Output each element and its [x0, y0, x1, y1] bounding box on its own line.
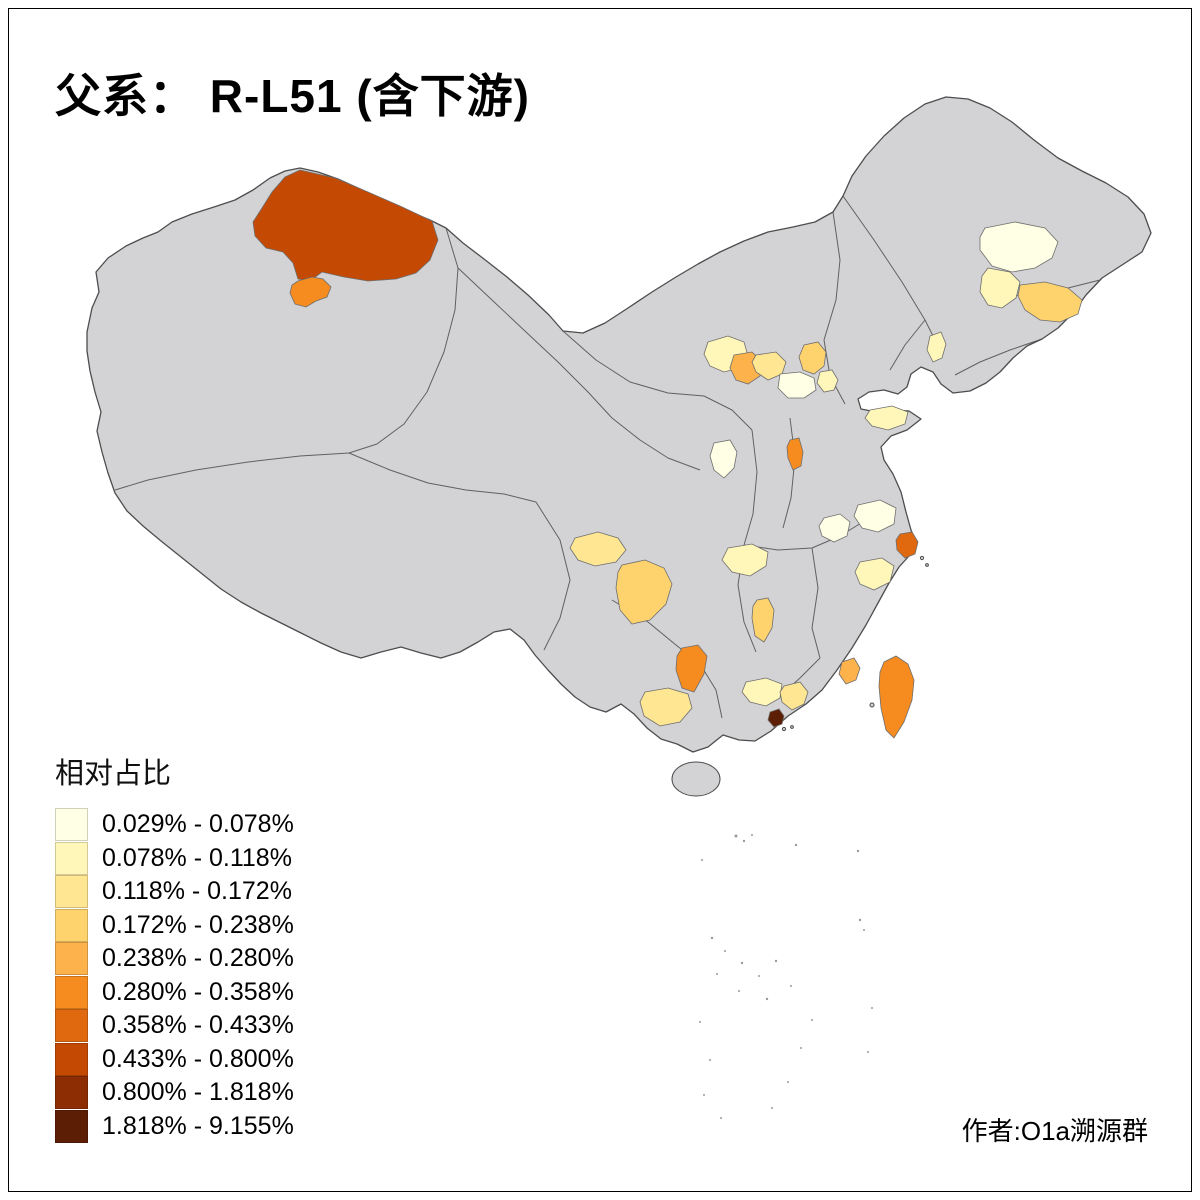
- legend-row: 0.238% - 0.280%: [55, 942, 294, 976]
- legend-label: 0.433% - 0.800%: [102, 1044, 294, 1073]
- map-region-highlight-12: [786, 437, 804, 471]
- map-region-highlight-14: [864, 405, 909, 431]
- legend-swatch: [55, 908, 88, 942]
- map-region-highlight-17: [854, 557, 895, 591]
- map-region-highlight-5: [1017, 281, 1083, 323]
- legend-swatch: [55, 975, 88, 1009]
- legend-swatch: [55, 1009, 88, 1043]
- legend-swatch: [55, 942, 88, 976]
- legend-label: 1.818% - 9.155%: [102, 1111, 294, 1140]
- legend-row: 0.078% - 0.118%: [55, 841, 294, 876]
- china-base-outline: [86, 96, 1152, 753]
- map-region-highlight-21: [721, 543, 769, 577]
- legend-swatch: [55, 875, 88, 909]
- legend-row: 0.172% - 0.238%: [55, 908, 294, 943]
- map-region-highlight-13: [709, 439, 738, 479]
- map-region-highlight-28: [838, 657, 861, 685]
- hainan-island: [671, 761, 721, 797]
- legend-label: 0.172% - 0.238%: [102, 910, 294, 939]
- legend-row: 0.433% - 0.800%: [55, 1042, 294, 1077]
- legend-swatch: [55, 808, 88, 842]
- legend-swatch: [55, 1076, 88, 1110]
- map-region-highlight-15: [853, 499, 897, 533]
- legend-rows: 0.029% - 0.078% 0.078% - 0.118% 0.118% - 0…: [55, 808, 294, 1143]
- legend-row: 0.280% - 0.358%: [55, 975, 294, 1010]
- map-region-highlight-29: [878, 655, 915, 739]
- legend-swatch: [55, 1109, 88, 1143]
- legend-label: 0.800% - 1.818%: [102, 1078, 294, 1107]
- south-china-sea-islets: [699, 834, 873, 1119]
- legend-label: 0.078% - 0.118%: [102, 843, 292, 872]
- author-credit: 作者:O1a溯源群: [961, 1116, 1148, 1146]
- map-region-highlight-4: [979, 267, 1021, 309]
- legend-label: 0.238% - 0.280%: [102, 944, 294, 973]
- legend-row: 0.118% - 0.172%: [55, 875, 294, 909]
- map-region-highlight-22: [751, 597, 775, 643]
- legend-label: 0.118% - 0.172%: [102, 877, 292, 906]
- map-region-highlight-27: [767, 708, 785, 728]
- map-region-highlight-16: [895, 531, 919, 559]
- map-region-highlight-26: [779, 681, 809, 711]
- figure-title: 父系： R-L51 (含下游): [55, 70, 530, 122]
- legend-row: 0.029% - 0.078%: [55, 808, 294, 842]
- legend-row: 0.358% - 0.433%: [55, 1009, 294, 1043]
- map-region-highlight-18: [818, 513, 851, 543]
- legend-label: 0.029% - 0.078%: [102, 810, 294, 839]
- legend-row: 1.818% - 9.155%: [55, 1109, 294, 1144]
- legend-swatch: [55, 841, 88, 875]
- map-region-highlight-30: [926, 331, 947, 363]
- legend-label: 0.358% - 0.433%: [102, 1011, 294, 1040]
- map-region-highlight-19: [569, 531, 627, 567]
- map-region-highlight-8: [751, 351, 787, 381]
- legend-label: 0.280% - 0.358%: [102, 977, 294, 1006]
- map-region-highlight-25: [741, 677, 783, 707]
- islands: [671, 555, 929, 797]
- map-region-highlight-10: [777, 371, 817, 399]
- highlighted-regions: [252, 169, 1083, 739]
- map-region-highlight-20: [615, 559, 673, 625]
- map-region-highlight-24: [639, 687, 693, 727]
- map-region-highlight-9: [798, 341, 827, 375]
- map-region-highlight-3: [979, 221, 1059, 273]
- legend: 相对占比 0.029% - 0.078% 0.078% - 0.118% 0.118…: [55, 750, 294, 1143]
- legend-swatch: [55, 1042, 88, 1076]
- legend-row: 0.800% - 1.818%: [55, 1076, 294, 1110]
- map-region-highlight-1: [252, 169, 439, 282]
- map-region-highlight-2: [289, 276, 332, 308]
- map-region-highlight-23: [675, 644, 708, 693]
- map-region-highlight-11: [816, 369, 839, 393]
- legend-title: 相对占比: [55, 758, 172, 790]
